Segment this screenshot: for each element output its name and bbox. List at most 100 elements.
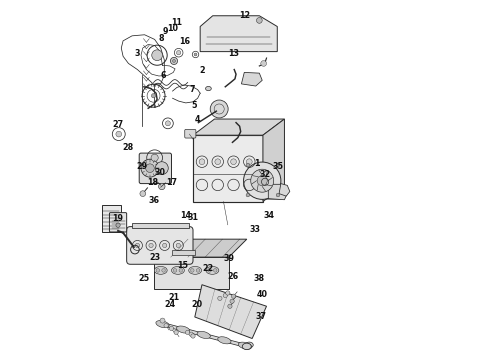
Ellipse shape	[243, 343, 251, 350]
Circle shape	[152, 50, 163, 60]
Text: 40: 40	[257, 289, 268, 298]
Text: 4: 4	[195, 114, 200, 123]
Text: 12: 12	[239, 10, 250, 19]
Circle shape	[186, 330, 190, 334]
Circle shape	[151, 154, 158, 161]
FancyBboxPatch shape	[126, 226, 193, 264]
Text: 38: 38	[253, 274, 264, 283]
Circle shape	[194, 53, 197, 56]
Ellipse shape	[218, 337, 231, 344]
Circle shape	[208, 269, 211, 272]
Text: 20: 20	[191, 300, 202, 309]
Circle shape	[164, 323, 168, 328]
Ellipse shape	[189, 266, 201, 274]
FancyBboxPatch shape	[244, 161, 282, 199]
Circle shape	[230, 299, 234, 303]
Text: 17: 17	[166, 178, 177, 187]
Text: 6: 6	[161, 71, 166, 80]
Circle shape	[116, 131, 122, 137]
Circle shape	[162, 269, 166, 272]
Circle shape	[189, 332, 194, 336]
Circle shape	[171, 57, 177, 64]
FancyBboxPatch shape	[172, 250, 195, 255]
Circle shape	[214, 269, 217, 272]
Ellipse shape	[206, 266, 219, 274]
Polygon shape	[132, 223, 190, 228]
Polygon shape	[195, 285, 267, 338]
Circle shape	[149, 243, 153, 248]
Circle shape	[244, 162, 281, 199]
Circle shape	[210, 100, 228, 118]
Circle shape	[140, 191, 146, 197]
Circle shape	[163, 243, 167, 248]
Circle shape	[135, 243, 140, 248]
Circle shape	[176, 243, 180, 248]
Circle shape	[231, 159, 236, 165]
Text: 27: 27	[112, 120, 123, 129]
Ellipse shape	[197, 331, 210, 338]
Circle shape	[166, 121, 171, 126]
Circle shape	[276, 163, 280, 167]
Circle shape	[223, 293, 227, 298]
Text: 18: 18	[147, 178, 158, 187]
Polygon shape	[279, 184, 290, 196]
Ellipse shape	[172, 266, 184, 274]
Ellipse shape	[205, 86, 211, 91]
Polygon shape	[269, 184, 288, 200]
Bar	[193, 135, 263, 202]
Circle shape	[191, 334, 195, 338]
Text: 29: 29	[137, 162, 147, 171]
Polygon shape	[263, 119, 285, 202]
Circle shape	[172, 59, 175, 62]
Circle shape	[141, 159, 159, 177]
Text: 31: 31	[188, 213, 198, 222]
Circle shape	[231, 294, 236, 298]
Text: 21: 21	[169, 293, 179, 302]
Circle shape	[246, 193, 250, 197]
Polygon shape	[153, 257, 229, 289]
Polygon shape	[153, 239, 247, 257]
Ellipse shape	[238, 342, 252, 349]
FancyBboxPatch shape	[109, 213, 126, 232]
Circle shape	[174, 330, 178, 334]
Polygon shape	[193, 119, 285, 135]
Circle shape	[257, 176, 267, 186]
Circle shape	[256, 18, 262, 23]
Ellipse shape	[245, 342, 253, 348]
Text: 16: 16	[179, 37, 190, 46]
Text: 2: 2	[200, 66, 205, 75]
Circle shape	[146, 164, 154, 172]
Circle shape	[218, 296, 222, 301]
Circle shape	[246, 163, 250, 167]
Text: 5: 5	[191, 101, 197, 110]
Circle shape	[215, 159, 221, 165]
Ellipse shape	[154, 266, 167, 274]
Text: 14: 14	[180, 211, 191, 220]
Text: 13: 13	[228, 49, 239, 58]
Text: 23: 23	[149, 253, 160, 262]
Circle shape	[155, 162, 168, 175]
Circle shape	[116, 223, 120, 227]
Text: 24: 24	[165, 300, 176, 309]
Text: 25: 25	[138, 274, 149, 283]
Text: 37: 37	[256, 312, 267, 321]
Text: 19: 19	[112, 214, 123, 223]
Text: 26: 26	[227, 271, 238, 280]
Text: 7: 7	[189, 85, 195, 94]
Text: 33: 33	[249, 225, 261, 234]
Circle shape	[196, 269, 200, 272]
Circle shape	[159, 183, 165, 190]
Polygon shape	[200, 16, 277, 51]
Text: 28: 28	[123, 143, 134, 152]
Text: 36: 36	[148, 196, 159, 205]
Ellipse shape	[156, 321, 169, 328]
Text: 32: 32	[259, 170, 270, 179]
Text: 15: 15	[177, 261, 188, 270]
Text: 11: 11	[172, 18, 182, 27]
Circle shape	[261, 60, 267, 66]
Text: 1: 1	[254, 159, 259, 168]
Text: 35: 35	[273, 162, 284, 171]
Polygon shape	[242, 72, 262, 86]
Text: 9: 9	[163, 27, 168, 36]
Circle shape	[276, 193, 280, 197]
